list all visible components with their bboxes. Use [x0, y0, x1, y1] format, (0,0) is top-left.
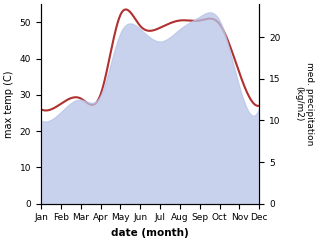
Y-axis label: med. precipitation
(kg/m2): med. precipitation (kg/m2) [294, 62, 314, 145]
X-axis label: date (month): date (month) [111, 228, 189, 238]
Y-axis label: max temp (C): max temp (C) [4, 70, 14, 138]
